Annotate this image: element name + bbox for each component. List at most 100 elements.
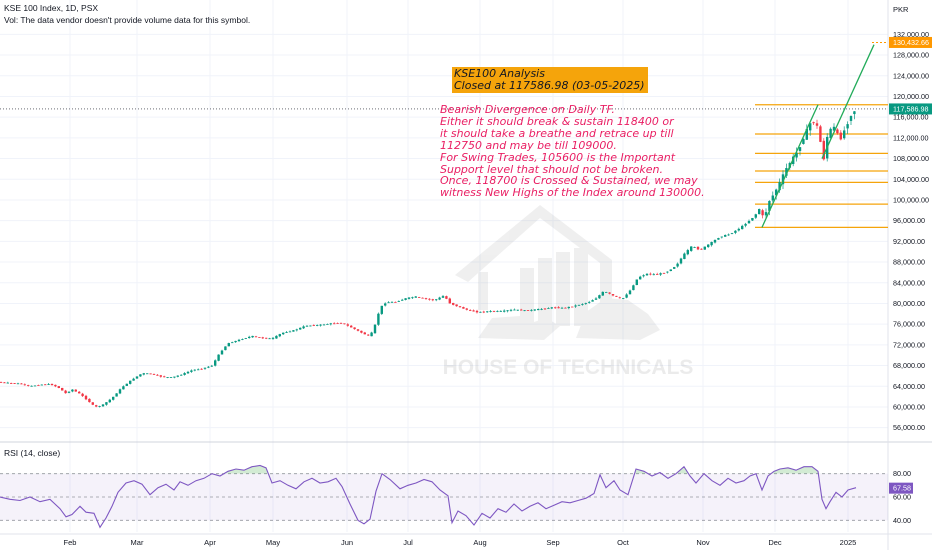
candle-body — [452, 302, 455, 305]
candle-body — [822, 140, 825, 160]
candle-body — [428, 298, 431, 300]
candle-body — [322, 324, 326, 326]
candle-body — [652, 274, 655, 276]
candle-body — [611, 294, 615, 296]
candle-body — [142, 373, 145, 375]
candle-body — [64, 390, 67, 394]
candle-body — [537, 309, 540, 311]
candle-body — [815, 123, 819, 126]
candle-body — [496, 310, 499, 312]
candle-body — [360, 330, 363, 333]
candle-body — [203, 367, 207, 369]
candle-body — [486, 311, 489, 313]
candle-body — [795, 152, 798, 158]
rsi-tick-label: 40.00 — [893, 516, 911, 525]
candle-body — [843, 130, 846, 139]
candle-body — [176, 375, 179, 377]
candle-body — [707, 244, 710, 248]
candle-body — [560, 307, 564, 309]
analysis-notes: Bearish Divergence on Daily TF. Either i… — [440, 104, 705, 199]
candle-body — [492, 311, 496, 312]
candle-body — [690, 246, 693, 251]
candle-body — [516, 309, 519, 311]
price-tick-label: 124,000.00 — [893, 71, 929, 80]
candle-body — [730, 233, 734, 234]
candle-body — [431, 299, 434, 301]
candle-body — [115, 393, 118, 397]
candle-body — [853, 111, 856, 115]
candle-body — [700, 248, 703, 250]
candle-body — [761, 210, 764, 216]
rsi-tick-label: 80.00 — [893, 469, 911, 478]
candle-body — [530, 309, 533, 311]
candles — [0, 110, 856, 408]
price-tick-label: 92,000.00 — [893, 237, 925, 246]
candle-body — [33, 385, 37, 387]
candle-body — [676, 263, 679, 267]
candle-body — [645, 273, 649, 276]
candle-body — [305, 325, 309, 327]
candle-body — [169, 377, 173, 378]
candle-body — [472, 310, 475, 312]
candle-body — [333, 323, 336, 325]
candle-body — [642, 275, 645, 277]
candle-body — [608, 292, 611, 294]
candle-body — [622, 297, 625, 299]
candle-body — [105, 402, 108, 405]
candle-body — [74, 389, 77, 392]
candle-body — [601, 291, 604, 296]
rsi-last-label: 67.58 — [893, 484, 911, 493]
candle-body — [295, 329, 298, 331]
candle-body — [724, 235, 727, 237]
price-axis[interactable]: PKR 56,000.00 60,000.00 64,000.00 68,000.00 7… — [889, 5, 932, 525]
analysis-box-line: Closed at 117586.98 (03-05-2025) — [454, 79, 645, 92]
candle-body — [785, 167, 788, 176]
candle-body — [387, 302, 390, 304]
candle-body — [713, 239, 717, 243]
candle-body — [458, 306, 462, 308]
candle-body — [384, 303, 387, 306]
candle-body — [839, 132, 842, 140]
time-tick-label: Aug — [473, 538, 486, 547]
candle-body — [414, 296, 417, 298]
candle-body — [197, 369, 200, 371]
candle-body — [669, 269, 672, 272]
candle-body — [482, 311, 485, 313]
candle-body — [775, 189, 778, 196]
candle-body — [625, 294, 628, 298]
candle-body — [407, 297, 411, 299]
price-tick-label: 128,000.00 — [893, 51, 929, 60]
candle-body — [849, 116, 853, 121]
candle-body — [214, 360, 217, 366]
candle-body — [710, 241, 713, 246]
price-tick-label: 76,000.00 — [893, 320, 925, 329]
candle-body — [346, 324, 349, 326]
candle-body — [547, 308, 550, 309]
candle-body — [499, 310, 502, 312]
candle-body — [231, 342, 234, 344]
candle-body — [632, 285, 635, 291]
candle-body — [635, 279, 638, 286]
candle-body — [520, 309, 523, 311]
candle-body — [591, 300, 594, 302]
time-axis[interactable]: Feb Mar Apr May Jun Jul Aug Sep Oct Nov Dec 2025 — [64, 538, 857, 547]
candle-body — [397, 301, 400, 302]
price-tick-label: 116,000.00 — [893, 113, 928, 122]
candle-body — [747, 220, 751, 224]
time-tick-label: 2025 — [840, 538, 857, 547]
candle-body — [50, 383, 54, 386]
candle-body — [91, 402, 94, 405]
candle-body — [717, 238, 720, 240]
candle-body — [207, 366, 210, 368]
candle-body — [210, 365, 213, 367]
candle-body — [751, 217, 754, 221]
candle-body — [846, 124, 849, 129]
time-tick-label: Nov — [696, 538, 710, 547]
candle-body — [363, 332, 366, 335]
candle-body — [506, 310, 509, 312]
candle-body — [285, 332, 288, 333]
candle-body — [13, 383, 16, 384]
candle-body — [768, 200, 771, 211]
candle-body — [108, 399, 111, 403]
